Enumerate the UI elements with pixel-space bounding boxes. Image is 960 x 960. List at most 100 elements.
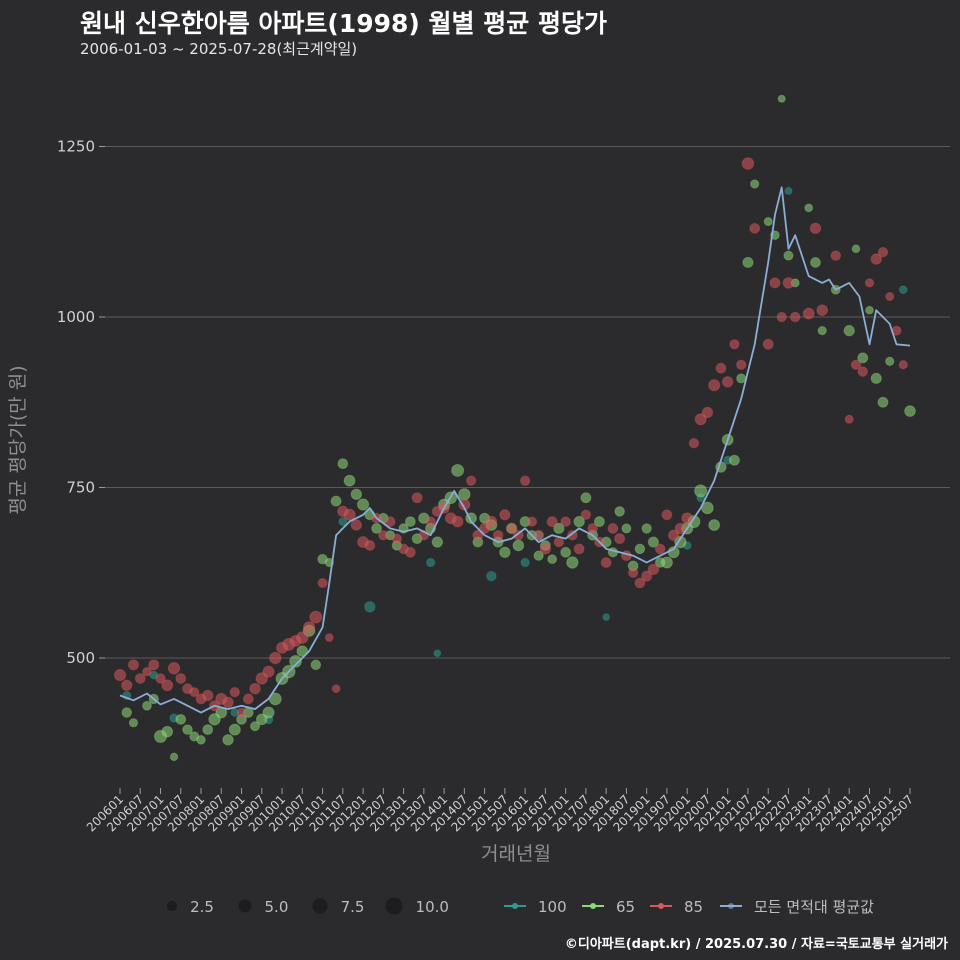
x-axis-ticks: 2006012006072007012007072008012008072009…: [84, 788, 916, 835]
point-65: [674, 535, 687, 549]
point-65: [877, 396, 889, 408]
point-65: [870, 372, 882, 384]
point-85: [128, 659, 140, 671]
point-85: [175, 673, 187, 684]
point-85: [296, 631, 309, 644]
point-85: [844, 414, 854, 424]
point-85: [378, 530, 389, 541]
point-85: [553, 536, 565, 548]
legend-size-circle: [238, 899, 252, 913]
point-85: [688, 438, 700, 449]
point-65: [804, 203, 814, 213]
point-85: [499, 509, 511, 521]
point-65: [142, 700, 152, 711]
point-65: [857, 352, 869, 364]
point-65: [614, 506, 625, 517]
point-85: [864, 278, 875, 288]
point-85: [425, 516, 436, 527]
point-65: [182, 724, 193, 735]
point-85: [451, 515, 464, 528]
point-65: [742, 256, 754, 269]
point-85: [857, 366, 869, 377]
point-85: [607, 523, 619, 534]
point-85: [189, 687, 200, 698]
point-85: [647, 563, 660, 576]
point-85: [661, 509, 673, 521]
legend-size-label: 10.0: [416, 898, 449, 916]
point-85: [113, 668, 127, 682]
point-85: [242, 693, 254, 705]
y-tick-label: 1000: [57, 308, 95, 326]
legend-key-dot: [728, 903, 734, 909]
point-65: [289, 655, 302, 668]
point-85: [155, 673, 166, 684]
point-65: [458, 488, 471, 501]
legend-label-65: 65: [616, 898, 635, 916]
point-65: [451, 463, 465, 477]
point-65: [330, 495, 342, 507]
chart-title: 원내 신우한아름 아파트(1998) 월별 평균 평당가: [80, 9, 607, 38]
point-85: [262, 665, 275, 678]
point-85: [634, 577, 646, 589]
point-65: [647, 536, 660, 548]
point-85: [721, 376, 734, 388]
point-85: [350, 519, 363, 531]
point-85: [885, 292, 895, 302]
point-65: [175, 713, 187, 725]
y-tick-label: 500: [66, 649, 95, 667]
point-85: [236, 707, 247, 718]
point-85: [269, 651, 282, 665]
point-100: [520, 557, 530, 568]
point-85: [513, 529, 524, 541]
point-85: [167, 662, 181, 675]
point-100: [433, 649, 442, 658]
point-85: [762, 338, 774, 350]
y-tick-label: 750: [66, 479, 95, 497]
point-65: [499, 546, 511, 559]
point-65: [810, 257, 821, 268]
point-85: [506, 523, 517, 534]
point-100: [486, 570, 497, 582]
point-65: [512, 539, 525, 552]
point-85: [715, 362, 727, 374]
point-65: [169, 752, 179, 762]
point-65: [310, 659, 322, 671]
point-85: [681, 512, 693, 525]
point-65: [222, 734, 234, 746]
legend-label-avg: 모든 면적대 평균값: [754, 898, 874, 916]
point-85: [600, 557, 612, 568]
point-85: [769, 277, 781, 289]
point-65: [708, 519, 721, 531]
point-65: [904, 405, 916, 417]
point-65: [128, 718, 139, 728]
point-85: [331, 684, 341, 694]
point-85: [641, 570, 653, 582]
point-65: [566, 556, 579, 569]
point-65: [634, 543, 646, 555]
y-axis-ticks: 500 750 1000 1250: [57, 138, 105, 667]
point-65: [356, 498, 370, 511]
point-85: [391, 533, 402, 544]
legend-size-circle: [385, 897, 403, 915]
point-85: [701, 406, 714, 419]
point-85: [567, 529, 578, 541]
point-65: [865, 305, 874, 315]
legend-size-label: 5.0: [265, 898, 289, 916]
y-tick-label: 1250: [57, 138, 95, 156]
point-85: [479, 522, 491, 534]
point-85: [539, 543, 551, 555]
point-85: [816, 304, 829, 316]
grid-lines: [105, 146, 950, 659]
point-85: [870, 253, 882, 265]
point-65: [350, 488, 363, 501]
point-85: [782, 277, 795, 289]
point-65: [750, 179, 760, 189]
point-85: [850, 359, 862, 370]
point-85: [142, 666, 152, 677]
point-65: [573, 515, 585, 528]
point-85: [580, 509, 592, 520]
point-85: [809, 222, 822, 235]
point-65: [763, 217, 773, 227]
point-65: [404, 516, 416, 527]
